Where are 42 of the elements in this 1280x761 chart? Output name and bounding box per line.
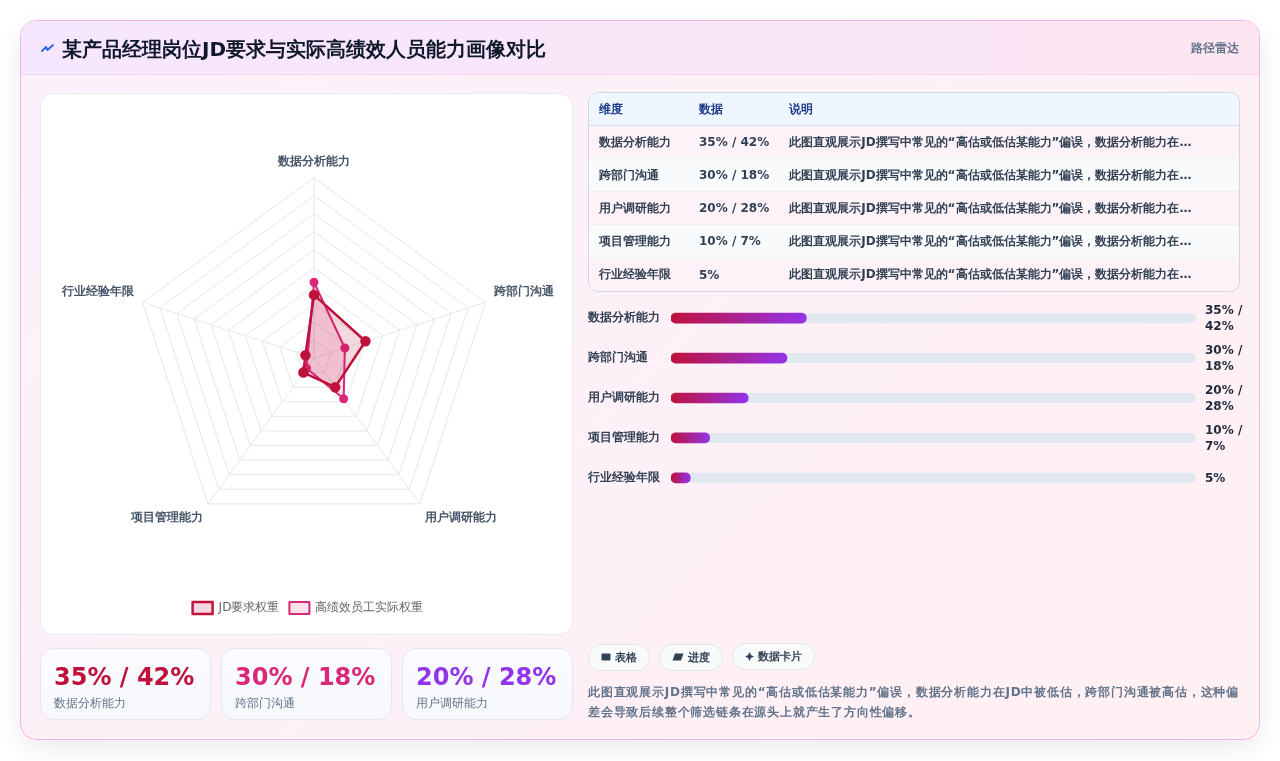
category-label: 数据分析能力 [54,695,127,712]
y-tick-label: 项目管理能力 [587,430,660,445]
y-tick-label: 用户调研能力 [587,390,660,405]
text: 20% / 28% [689,192,780,225]
text: 此图直观展示JD撰写中常见的“高估或低估某能力”偏误，数据分析能力在… [779,225,1239,258]
spoke-label: 项目管理能力 [129,510,203,525]
text: 35% / 42% [1205,302,1243,335]
text: 此图直观展示JD撰写中常见的“高估或低估某能力”偏误，数据分析能力在JD中被低估，跨部门沟通被高估，这种偏差会导致后续整个筛选链条在源头上就产生了方向性偏移。 [588,683,1241,721]
text: 30% / 18% [689,159,780,192]
category-label: 用户调研能力 [416,695,489,712]
text: 某产品经理岗位JD要求与实际高绩效人员能力画像对比 [62,36,547,63]
text: 30% / 18% [235,663,377,691]
text: 20% / 28% [416,663,558,691]
spoke-label: 跨部门沟通 [493,284,555,299]
text: 说明 [779,93,1239,126]
text: 数据 [689,93,780,126]
category-label: 进度 [688,649,710,665]
text: 10% / 7% [1205,421,1243,454]
category-label: 数据卡片 [758,649,802,664]
text: 30% / 18% [1205,342,1243,375]
text: 35% / 42% [54,663,196,691]
text: 维度 [589,93,689,126]
text: 此图直观展示JD撰写中常见的“高估或低估某能力”偏误，数据分析能力在… [779,258,1239,291]
text: 此图直观展示JD撰写中常见的“高估或低估某能力”偏误，数据分析能力在… [779,192,1239,225]
text: 5% [1205,469,1227,486]
y-tick-label: 跨部门沟通 [587,350,649,365]
legend-label: JD要求权重 [217,600,280,615]
text: 5% [689,258,780,291]
y-tick-label: 行业经验年限 [587,469,661,484]
text: 此图直观展示JD撰写中常见的“高估或低估某能力”偏误，数据分析能力在… [779,159,1239,192]
y-tick-label: 数据分析能力 [587,310,660,325]
category-label: 跨部门沟通 [235,695,296,712]
text: 路径雷达 [1191,40,1239,57]
spoke-label: 用户调研能力 [424,510,498,525]
spoke-label: 数据分析能力 [277,153,350,168]
text: 35% / 42% [689,126,780,159]
text: 此图直观展示JD撰写中常见的“高估或低估某能力”偏误，数据分析能力在… [779,126,1239,159]
category-label: 表格 [615,649,637,665]
spoke-label: 行业经验年限 [61,284,135,299]
text: 20% / 28% [1205,382,1243,414]
legend-label: 高绩效员工实际权重 [315,600,424,615]
text: 10% / 7% [689,225,780,258]
